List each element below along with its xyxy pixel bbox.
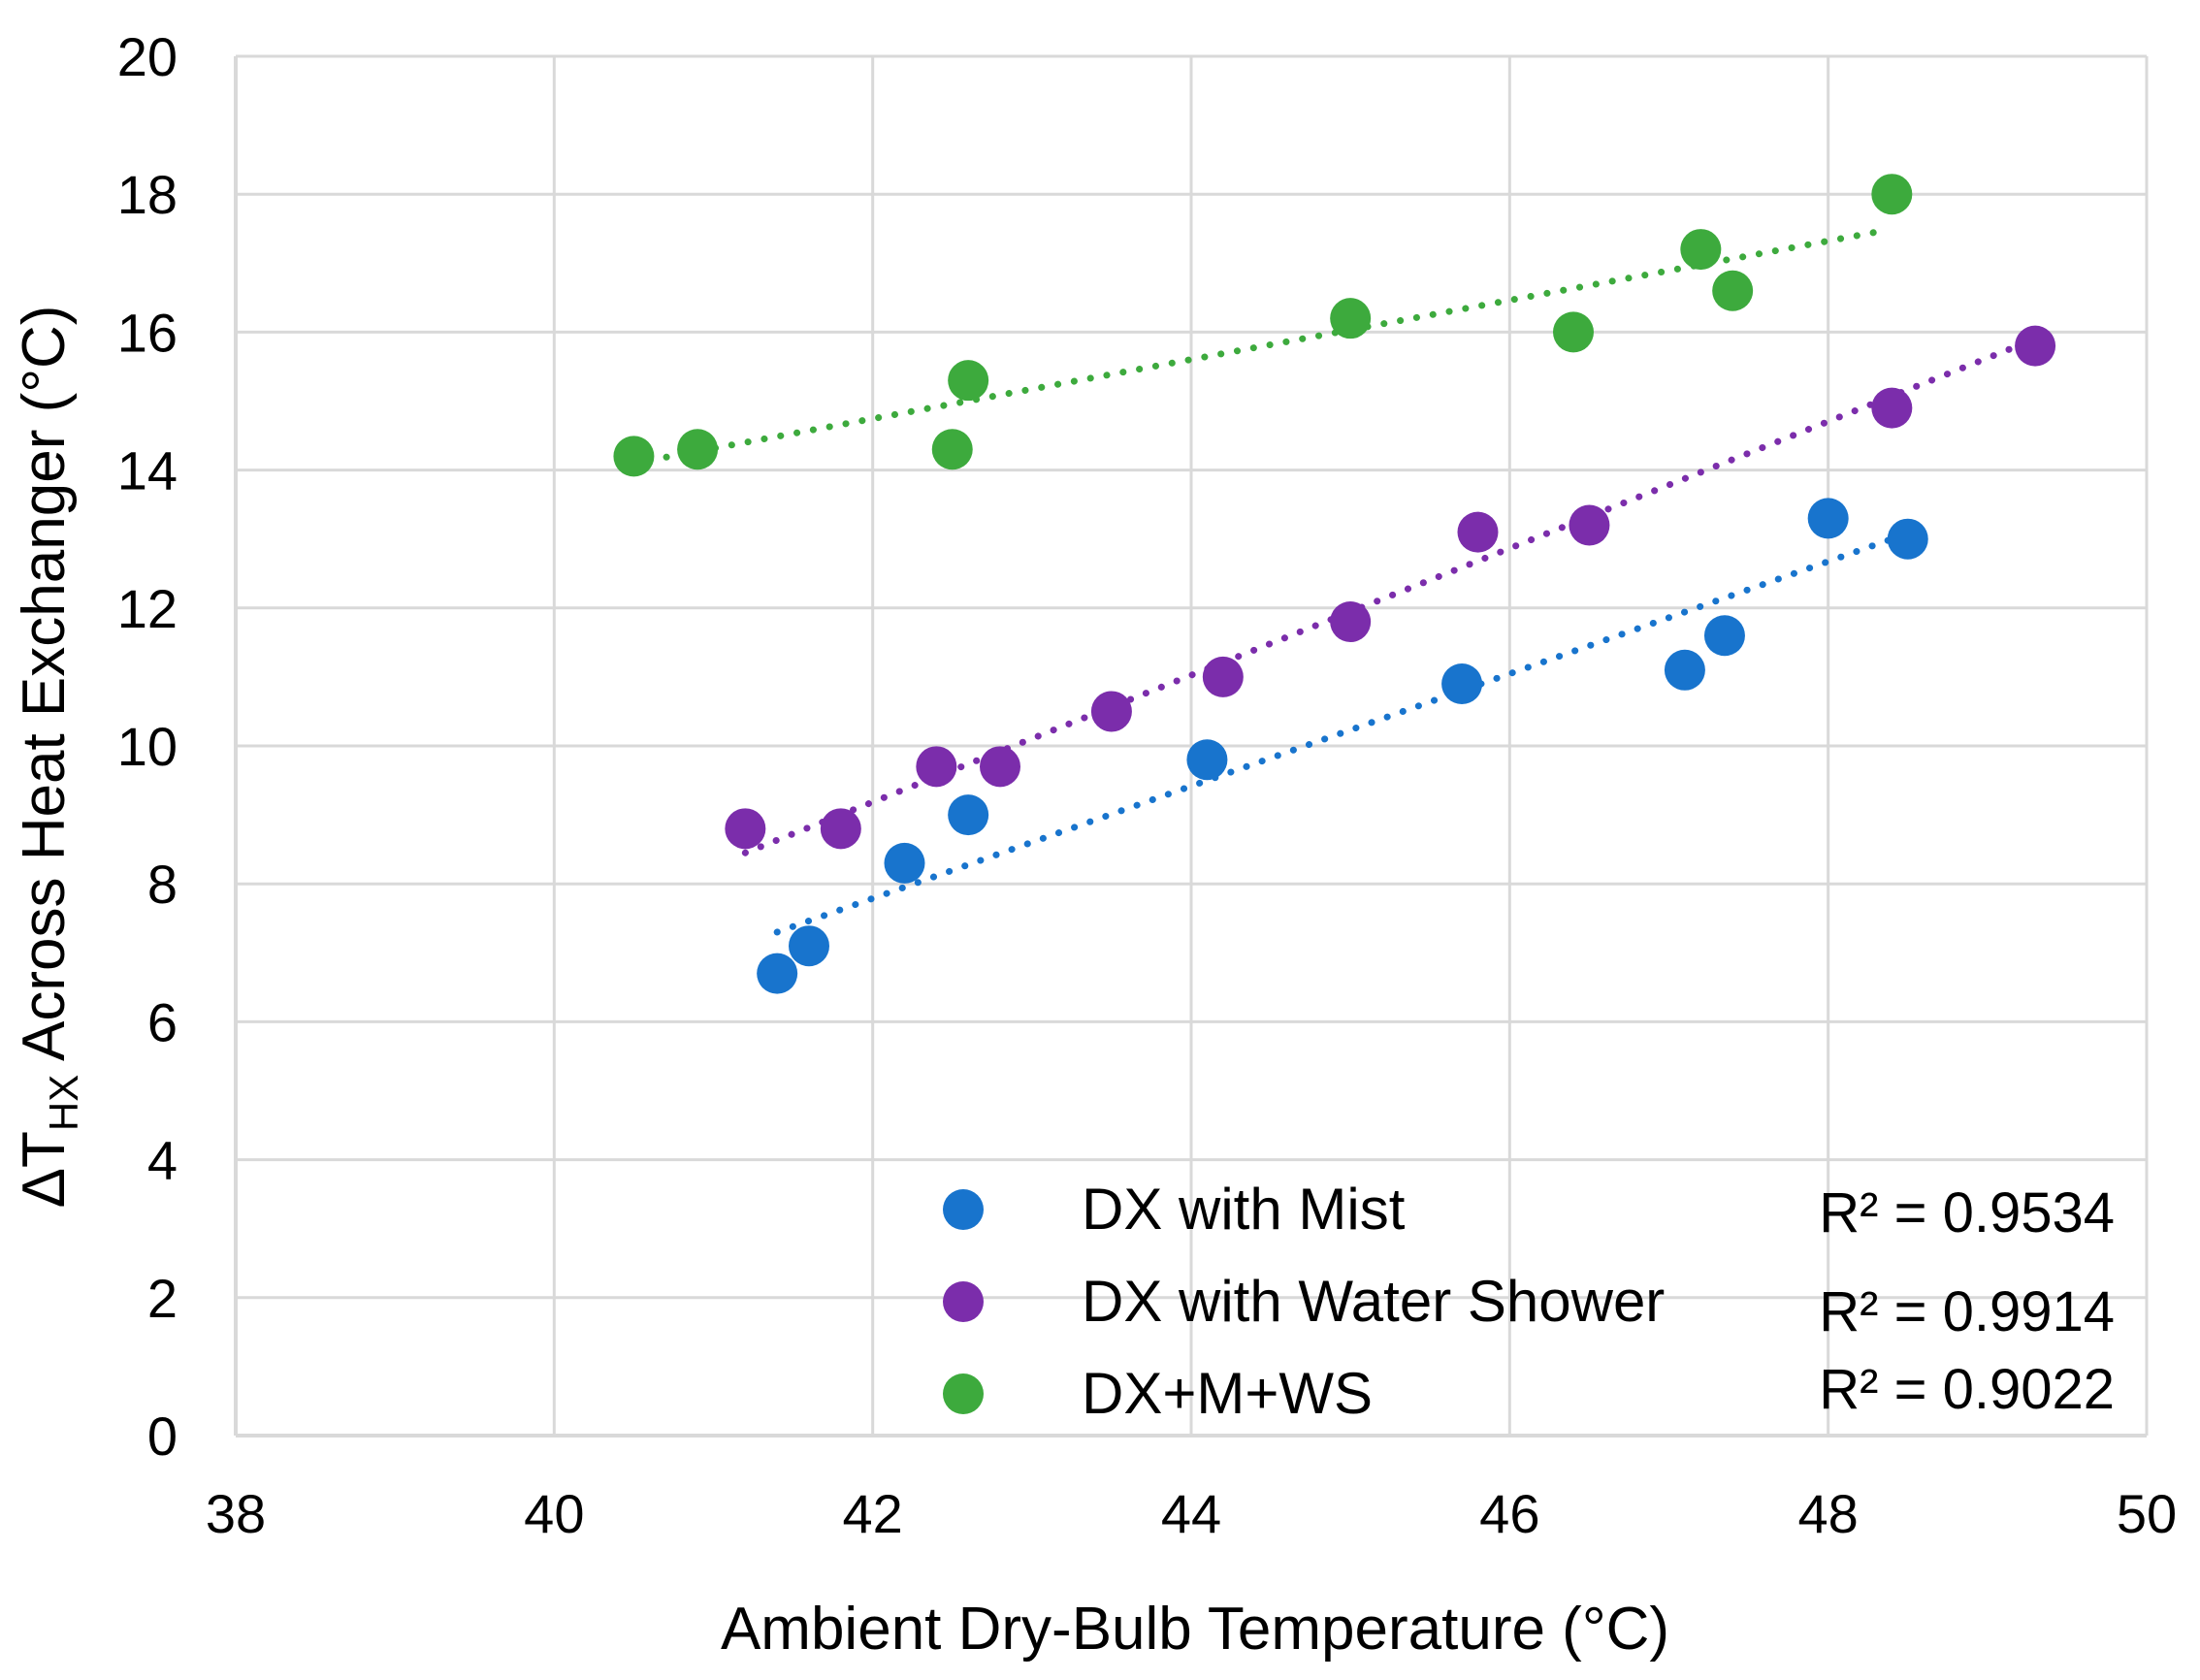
data-points <box>613 174 2056 994</box>
data-point-series-1 <box>1330 601 1372 643</box>
y-tick-label: 6 <box>147 991 178 1052</box>
y-axis-title-prefix: ΔT <box>11 1131 78 1208</box>
trendline-series-2 <box>630 228 1880 467</box>
data-point-series-0 <box>1664 649 1705 691</box>
data-point-series-2 <box>948 360 989 402</box>
trendline-series-1 <box>741 336 2039 856</box>
data-point-series-1 <box>1569 504 1610 546</box>
data-point-series-0 <box>884 842 925 884</box>
legend-marker-0 <box>943 1189 984 1230</box>
y-tick-label: 18 <box>117 164 178 225</box>
y-tick-label: 16 <box>117 302 178 363</box>
data-point-series-2 <box>1871 174 1913 215</box>
data-point-series-0 <box>789 925 829 967</box>
data-point-series-1 <box>1871 387 1913 429</box>
x-tick-label: 40 <box>524 1483 584 1544</box>
data-point-series-0 <box>1703 615 1745 657</box>
r-squared-label-0: R² = 0.9534 <box>1819 1181 2115 1244</box>
data-point-series-2 <box>1330 298 1372 339</box>
y-tick-label: 20 <box>117 26 178 87</box>
data-point-series-2 <box>613 436 655 477</box>
x-axis-title: Ambient Dry-Bulb Temperature (°C) <box>721 1596 1669 1663</box>
x-tick-label: 38 <box>206 1483 266 1544</box>
trendline-series-0 <box>773 535 1895 936</box>
y-axis-title-suffix: Across Heat Exchanger (°C) <box>11 306 78 1075</box>
r-squared-label-1: R² = 0.9914 <box>1819 1280 2115 1343</box>
data-point-series-1 <box>820 808 861 850</box>
data-point-series-1 <box>916 746 957 788</box>
y-axis-title-subscript: HX <box>41 1075 86 1131</box>
legend: DX with Mist DX with Water Shower DX+M+WS <box>943 1177 1665 1426</box>
data-point-series-0 <box>757 953 798 994</box>
y-tick-label: 14 <box>117 440 178 501</box>
x-tick-label: 46 <box>1479 1483 1539 1544</box>
data-point-series-2 <box>677 429 719 470</box>
x-tick-label: 44 <box>1161 1483 1221 1544</box>
y-tick-label: 2 <box>147 1268 178 1329</box>
legend-marker-1 <box>943 1281 984 1322</box>
data-point-series-1 <box>725 808 766 850</box>
x-tick-label: 42 <box>843 1483 903 1544</box>
data-point-series-2 <box>1680 229 1722 271</box>
data-point-series-1 <box>1457 511 1499 553</box>
r-squared-label-2: R² = 0.9022 <box>1819 1358 2115 1421</box>
x-tick-label: 48 <box>1798 1483 1859 1544</box>
y-tick-label: 12 <box>117 578 178 639</box>
y-tick-label: 8 <box>147 854 178 915</box>
data-point-series-0 <box>948 794 989 836</box>
data-point-series-2 <box>931 429 973 470</box>
x-tick-label: 50 <box>2117 1483 2177 1544</box>
legend-label-0: DX with Mist <box>1082 1177 1406 1242</box>
data-point-series-2 <box>1553 311 1594 353</box>
data-point-series-0 <box>1441 663 1483 705</box>
trendlines <box>630 228 2039 936</box>
data-point-series-2 <box>1712 270 1754 311</box>
data-point-series-1 <box>980 746 1020 788</box>
data-point-series-0 <box>1807 498 1849 539</box>
data-point-series-0 <box>1887 518 1928 560</box>
data-point-series-1 <box>2015 325 2056 367</box>
legend-label-2: DX+M+WS <box>1082 1361 1373 1426</box>
y-axis-title: ΔTHX Across Heat Exchanger (°C) <box>11 306 86 1209</box>
data-point-series-1 <box>1202 656 1244 697</box>
gridlines <box>236 54 2149 1436</box>
y-tick-label: 10 <box>117 716 178 777</box>
legend-label-1: DX with Water Shower <box>1082 1269 1665 1334</box>
axes <box>234 56 2147 1438</box>
data-point-series-0 <box>1186 739 1228 781</box>
y-tick-label: 4 <box>147 1130 178 1191</box>
data-point-series-1 <box>1090 691 1132 732</box>
r-squared-labels: R² = 0.9534 R² = 0.9914 R² = 0.9022 <box>1819 1181 2115 1421</box>
legend-marker-2 <box>943 1373 984 1414</box>
y-tick-label: 0 <box>147 1405 178 1467</box>
